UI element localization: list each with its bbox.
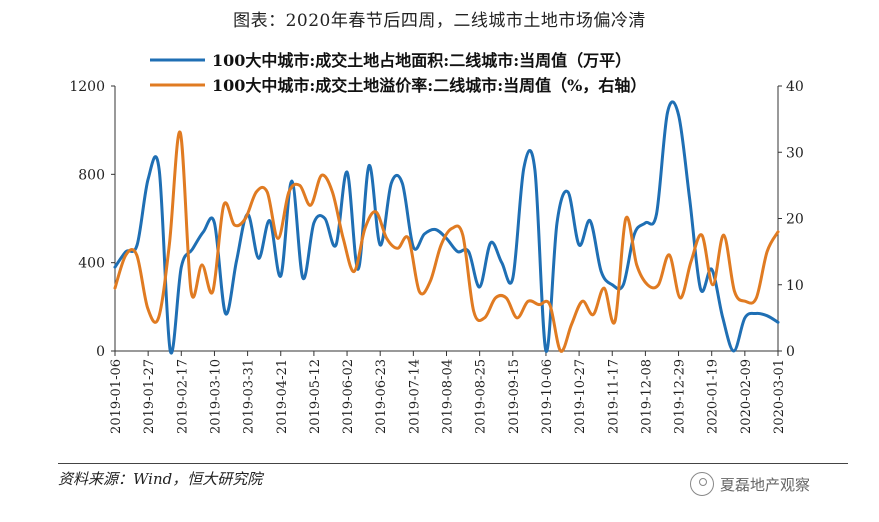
x-tick-label: 2019-06-02 — [341, 359, 356, 434]
chart-title: 图表：2020年春节后四周，二线城市土地市场偏冷清 — [233, 11, 646, 31]
y-left-tick-label: 0 — [96, 344, 105, 360]
legend-label-land-area: 100大中城市:成交土地占地面积:二线城市:当周值（万平） — [212, 51, 631, 70]
footer-divider — [58, 463, 848, 464]
x-tick-label: 2020-03-01 — [772, 359, 787, 434]
wechat-icon — [690, 472, 714, 496]
x-tick-label: 2019-02-17 — [175, 359, 190, 434]
y-left-tick-label: 800 — [78, 167, 105, 183]
series-line-premium-rate — [113, 130, 780, 353]
x-tick-label: 2019-04-21 — [275, 359, 290, 434]
series-layer — [113, 100, 780, 355]
x-tick-label: 2019-10-06 — [540, 359, 555, 434]
x-tick-label: 2019-10-27 — [573, 359, 588, 434]
legend: 100大中城市:成交土地占地面积:二线城市:当周值（万平） 100大中城市:成交土… — [150, 51, 646, 95]
x-tick-label: 2019-11-17 — [606, 359, 621, 434]
tick-labels: 0 400 800 1200 0 10 20 30 40 2019-01-06 2019-01-27… — [69, 79, 803, 434]
x-tick-label: 2019-06-23 — [374, 359, 389, 434]
source-note: 资料来源：Wind，恒大研究院 — [58, 470, 263, 488]
x-tick-label: 2020-02-09 — [739, 359, 754, 434]
y-left-tick-label: 400 — [78, 256, 105, 272]
axes-layer — [111, 85, 782, 356]
x-tick-label: 2019-08-04 — [441, 359, 456, 434]
series-line-land-area — [113, 100, 780, 355]
y-right-tick-label: 30 — [786, 145, 804, 161]
y-right-tick-label: 20 — [786, 212, 804, 228]
x-tick-label: 2019-12-08 — [639, 359, 654, 434]
x-tick-label: 2019-05-12 — [308, 359, 323, 434]
x-tick-label: 2019-01-27 — [142, 359, 157, 434]
x-tick-label: 2019-03-31 — [242, 359, 257, 434]
watermark-label: 夏磊地产观察 — [720, 475, 811, 494]
legend-label-premium-rate: 100大中城市:成交土地溢价率:二线城市:当周值（%，右轴） — [212, 76, 646, 95]
y-right-tick-label: 0 — [786, 344, 795, 360]
watermark: 夏磊地产观察 — [690, 472, 810, 496]
x-tick-label: 2019-07-14 — [407, 359, 422, 434]
x-tick-label: 2020-01-19 — [706, 359, 721, 434]
y-right-tick-label: 40 — [786, 79, 804, 95]
x-tick-label: 2019-08-25 — [474, 359, 489, 434]
x-tick-label: 2019-12-29 — [673, 359, 688, 434]
x-tick-label: 2019-01-06 — [109, 359, 124, 434]
x-tick-label: 2019-03-10 — [208, 359, 223, 434]
y-left-tick-label: 1200 — [69, 79, 105, 95]
y-right-tick-label: 10 — [786, 278, 804, 294]
x-tick-label: 2019-09-15 — [507, 359, 522, 434]
